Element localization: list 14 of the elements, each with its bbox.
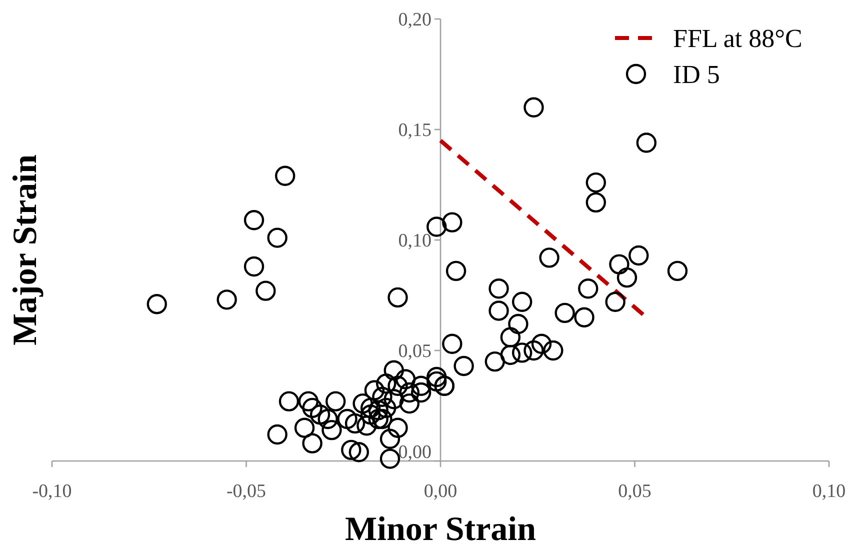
x-tick-label: -0,10: [32, 481, 72, 502]
legend-label: ID 5: [673, 60, 720, 90]
y-tick-label: 0,20: [398, 10, 432, 31]
x-tick-label: 0,10: [812, 481, 846, 502]
x-axis-title: Minor Strain: [344, 511, 536, 548]
y-tick-label: 0,00: [398, 442, 432, 464]
y-tick-label: 0,05: [398, 341, 432, 362]
x-tick-label: 0,05: [618, 481, 652, 502]
y-axis-title: Major Strain: [7, 154, 44, 346]
y-tick-label: 0,15: [398, 120, 432, 142]
legend-label: FFL at 88°C: [673, 24, 802, 54]
x-tick-label: -0,05: [226, 481, 266, 502]
x-tick-label: 0,00: [424, 481, 458, 502]
y-tick-label: 0,10: [398, 230, 432, 252]
